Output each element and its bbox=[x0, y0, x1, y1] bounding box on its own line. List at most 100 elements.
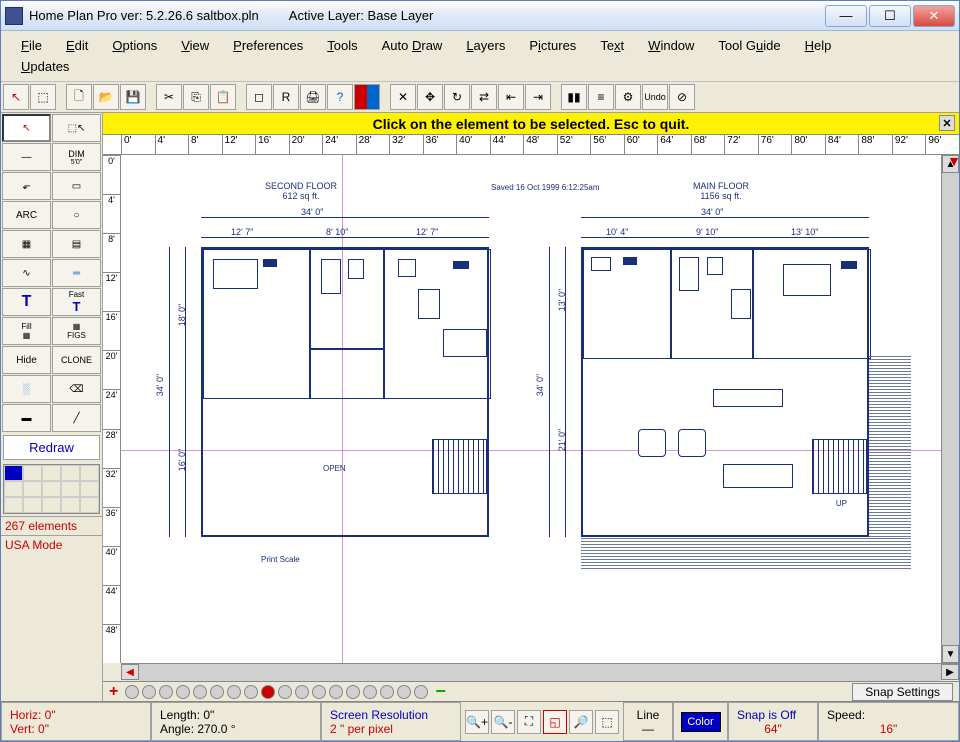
pan-icon[interactable]: ⬚ bbox=[595, 710, 619, 734]
layer-dot[interactable] bbox=[329, 685, 343, 699]
dim-tool[interactable]: DIM5'0" bbox=[52, 143, 101, 171]
select-tool[interactable]: ⬚ bbox=[30, 84, 56, 110]
move-icon[interactable]: ✥ bbox=[417, 84, 443, 110]
menu-file[interactable]: File bbox=[9, 35, 54, 56]
color-swatch[interactable] bbox=[80, 465, 99, 481]
menu-window[interactable]: Window bbox=[636, 35, 706, 56]
dashgrid-tool[interactable]: ░ bbox=[2, 375, 51, 403]
color-swatch[interactable] bbox=[42, 465, 61, 481]
layer-dot[interactable] bbox=[312, 685, 326, 699]
minimize-button[interactable]: — bbox=[825, 5, 867, 27]
scroll-left-icon[interactable]: ◀ bbox=[121, 664, 139, 680]
color-icon[interactable] bbox=[354, 84, 380, 110]
layer-dot[interactable] bbox=[346, 685, 360, 699]
color-swatch[interactable] bbox=[23, 465, 42, 481]
open-icon[interactable]: 📂 bbox=[93, 84, 119, 110]
erase-tool[interactable]: ⌫ bbox=[52, 375, 101, 403]
layer-add-icon[interactable]: + bbox=[109, 683, 118, 701]
redo-icon[interactable]: ⊘ bbox=[669, 84, 695, 110]
redraw-button[interactable]: Redraw bbox=[3, 435, 100, 460]
zoom-out-icon[interactable]: 🔍- bbox=[491, 710, 515, 734]
rect-tool[interactable]: ▭ bbox=[52, 172, 101, 200]
line-tool[interactable]: — bbox=[2, 143, 51, 171]
parallel-tool[interactable]: ═ bbox=[52, 259, 101, 287]
color-swatch[interactable] bbox=[42, 497, 61, 513]
toggle-icon[interactable]: ⚙ bbox=[615, 84, 641, 110]
menu-options[interactable]: Options bbox=[100, 35, 169, 56]
menu-updates[interactable]: Updates bbox=[9, 56, 951, 77]
color-swatch[interactable] bbox=[42, 481, 61, 497]
layer-dot[interactable] bbox=[142, 685, 156, 699]
circle-tool[interactable]: ○ bbox=[52, 201, 101, 229]
drawing-canvas[interactable]: Saved 16 Oct 1999 6:12:25am SECOND FLOOR… bbox=[121, 155, 941, 663]
hint-close-icon[interactable]: ✕ bbox=[939, 115, 955, 131]
layer-dot-active[interactable] bbox=[261, 685, 275, 699]
fasttext-tool[interactable]: FastT bbox=[52, 288, 101, 316]
pointer-tool[interactable]: ↖ bbox=[3, 84, 29, 110]
color-swatch[interactable] bbox=[23, 481, 42, 497]
menu-toolguide[interactable]: Tool Guide bbox=[706, 35, 792, 56]
scroll-thumb[interactable] bbox=[942, 173, 959, 645]
layer-dot[interactable] bbox=[125, 685, 139, 699]
layer-dot[interactable] bbox=[193, 685, 207, 699]
maximize-button[interactable]: ☐ bbox=[869, 5, 911, 27]
text-tool[interactable]: T bbox=[2, 288, 51, 316]
color-swatch[interactable] bbox=[23, 497, 42, 513]
arc-tool[interactable]: ARC bbox=[2, 201, 51, 229]
mirror-icon[interactable]: ▮▮ bbox=[561, 84, 587, 110]
close-button[interactable]: ✕ bbox=[913, 5, 955, 27]
menu-view[interactable]: View bbox=[169, 35, 221, 56]
menu-tools[interactable]: Tools bbox=[315, 35, 369, 56]
tool-a[interactable]: ◻ bbox=[246, 84, 272, 110]
tool-r[interactable]: R bbox=[273, 84, 299, 110]
zoom-tool-icon[interactable]: 🔎 bbox=[569, 710, 593, 734]
new-icon[interactable]: 🗋 bbox=[66, 84, 92, 110]
align2-icon[interactable]: ⇥ bbox=[525, 84, 551, 110]
menu-pictures[interactable]: Pictures bbox=[517, 35, 588, 56]
undo-icon[interactable]: Undo bbox=[642, 84, 668, 110]
layer-dot[interactable] bbox=[176, 685, 190, 699]
rotate-icon[interactable]: ↻ bbox=[444, 84, 470, 110]
color-button[interactable]: Color bbox=[681, 712, 721, 732]
flip-icon[interactable]: ⇄ bbox=[471, 84, 497, 110]
hide-tool[interactable]: Hide bbox=[2, 346, 51, 374]
layer-dot[interactable] bbox=[244, 685, 258, 699]
curve-tool[interactable]: ∿ bbox=[2, 259, 51, 287]
figs-tool[interactable]: ▦FIGS bbox=[52, 317, 101, 345]
vertical-scrollbar[interactable]: ▲ ▼ bbox=[941, 155, 959, 663]
copy-icon[interactable]: ⎘ bbox=[183, 84, 209, 110]
color-swatch[interactable] bbox=[61, 497, 80, 513]
color-swatch[interactable] bbox=[61, 481, 80, 497]
menu-text[interactable]: Text bbox=[588, 35, 636, 56]
polyline-tool[interactable]: ⬐ bbox=[2, 172, 51, 200]
menu-autodraw[interactable]: Auto Draw bbox=[370, 35, 455, 56]
layer-dot[interactable] bbox=[363, 685, 377, 699]
grid2-tool[interactable]: ▤ bbox=[52, 230, 101, 258]
delete-icon[interactable]: ✕ bbox=[390, 84, 416, 110]
cut-icon[interactable]: ✂ bbox=[156, 84, 182, 110]
tool-x2[interactable]: ╱ bbox=[52, 404, 101, 432]
save-icon[interactable]: 💾 bbox=[120, 84, 146, 110]
help-icon[interactable]: ? bbox=[327, 84, 353, 110]
layer-dot[interactable] bbox=[210, 685, 224, 699]
tool-x1[interactable]: ▬ bbox=[2, 404, 51, 432]
color-swatch[interactable] bbox=[80, 481, 99, 497]
menu-help[interactable]: Help bbox=[793, 35, 844, 56]
layer-dot[interactable] bbox=[278, 685, 292, 699]
zoom-fit-icon[interactable]: ⛶ bbox=[517, 710, 541, 734]
scroll-down-icon[interactable]: ▼ bbox=[942, 645, 959, 663]
zoom-region-icon[interactable]: ◱ bbox=[543, 710, 567, 734]
horizontal-scrollbar[interactable]: ◀ ▶ bbox=[121, 663, 959, 681]
layer-dot[interactable] bbox=[414, 685, 428, 699]
layer-dot[interactable] bbox=[397, 685, 411, 699]
align-icon[interactable]: ⇤ bbox=[498, 84, 524, 110]
print-icon[interactable]: 🖨 bbox=[300, 84, 326, 110]
color-swatch[interactable] bbox=[61, 465, 80, 481]
pointer-red-tool[interactable]: ↖ bbox=[2, 114, 51, 142]
paste-icon[interactable]: 📋 bbox=[210, 84, 236, 110]
marquee-tool[interactable]: ⬚↖ bbox=[52, 114, 101, 142]
layer-dot[interactable] bbox=[159, 685, 173, 699]
layer-dot[interactable] bbox=[295, 685, 309, 699]
hscroll-thumb[interactable] bbox=[139, 664, 941, 681]
layer-dot[interactable] bbox=[380, 685, 394, 699]
